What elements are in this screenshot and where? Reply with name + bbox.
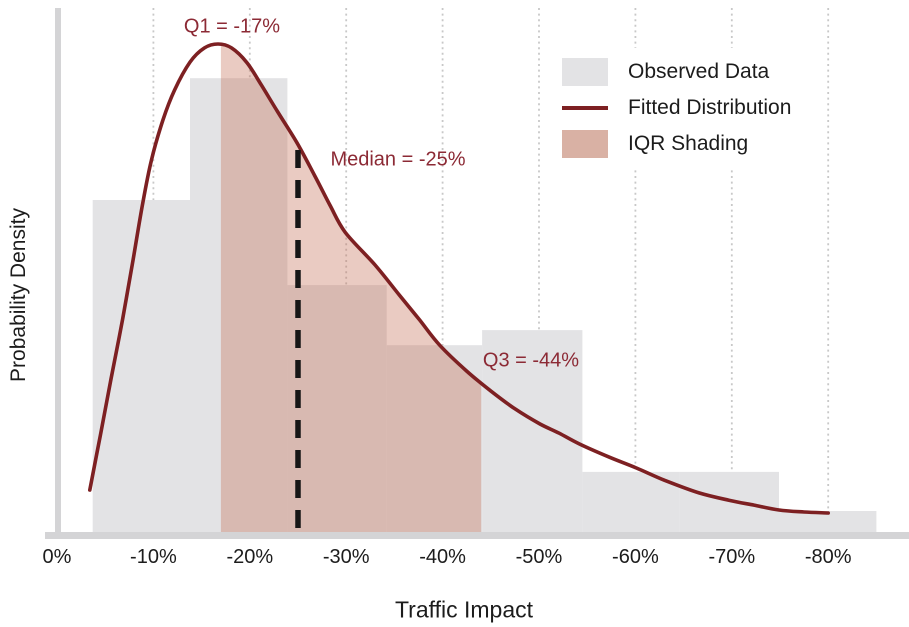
legend-row-iqr-shading: IQR Shading [562,126,812,162]
histogram-bar [92,200,191,533]
x-tick-label: -20% [226,546,274,568]
x-tick-label: -40% [419,546,466,568]
histogram-bar [190,78,288,533]
histogram-bar [679,471,779,533]
legend-label-iqr-shading: IQR Shading [628,132,749,155]
fitted-distribution-line-icon [562,106,608,110]
histogram-bar [386,345,483,533]
histogram-bar [482,330,583,533]
x-tick-label: -80% [804,546,852,568]
fitted-distribution-curve [88,42,830,515]
histogram-bar [779,511,877,533]
x-axis-line [45,532,909,539]
fitted-curve-group [88,42,830,515]
iqr-shading-group [220,44,482,534]
x-axis-title: Traffic Impact [394,596,534,623]
x-tick-label: -30% [322,546,370,568]
x-tick-label: -10% [130,546,177,568]
x-tick-label: 0% [42,546,72,568]
histogram-bar [287,285,387,533]
axis-lines-group [45,8,909,539]
legend-row-fitted-distribution: Fitted Distribution [562,90,812,126]
q3-annotation: Q3 = -44% [482,349,580,372]
x-tick-label: -50% [515,546,563,568]
iqr-shading-area [220,44,482,534]
histogram-bars-group [92,78,877,533]
y-axis-label: Probability Density [7,208,30,382]
x-tick-label: -60% [612,546,659,568]
histogram-bar [582,471,680,533]
y-axis-line [55,8,61,539]
legend-label-observed-data: Observed Data [628,60,770,83]
legend-row-observed-data: Observed Data [562,54,812,90]
observed-data-swatch-icon [562,58,608,86]
legend-label-fitted-distribution: Fitted Distribution [628,96,792,119]
iqr-shading-swatch-icon [562,130,608,158]
q1-annotation: Q1 = -17% [183,15,281,38]
legend: Observed Data Fitted Distribution IQR Sh… [550,48,812,168]
x-tick-label: -70% [708,546,756,568]
median-annotation: Median = -25% [330,148,466,171]
